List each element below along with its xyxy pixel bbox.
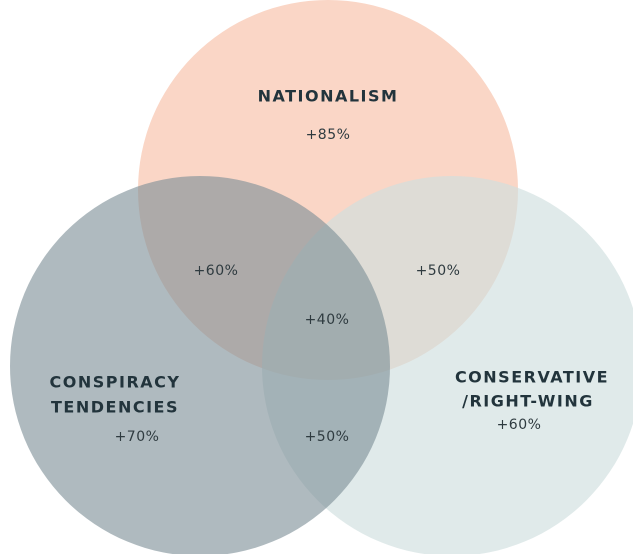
intersection-value: +40% [305,312,350,328]
conspiracy-circle [10,176,390,554]
set-value: +70% [115,429,160,445]
set-label: CONSPIRACY [50,373,181,392]
set-value: +85% [306,127,351,143]
set-label: /RIGHT-WING [462,392,594,411]
intersection-value: +50% [305,429,350,445]
set-value: +60% [497,417,542,433]
set-label: TENDENCIES [51,398,179,417]
set-label: CONSERVATIVE [455,368,609,387]
set-label: NATIONALISM [258,87,399,106]
intersection-value: +50% [416,263,461,279]
intersection-value: +60% [194,263,239,279]
